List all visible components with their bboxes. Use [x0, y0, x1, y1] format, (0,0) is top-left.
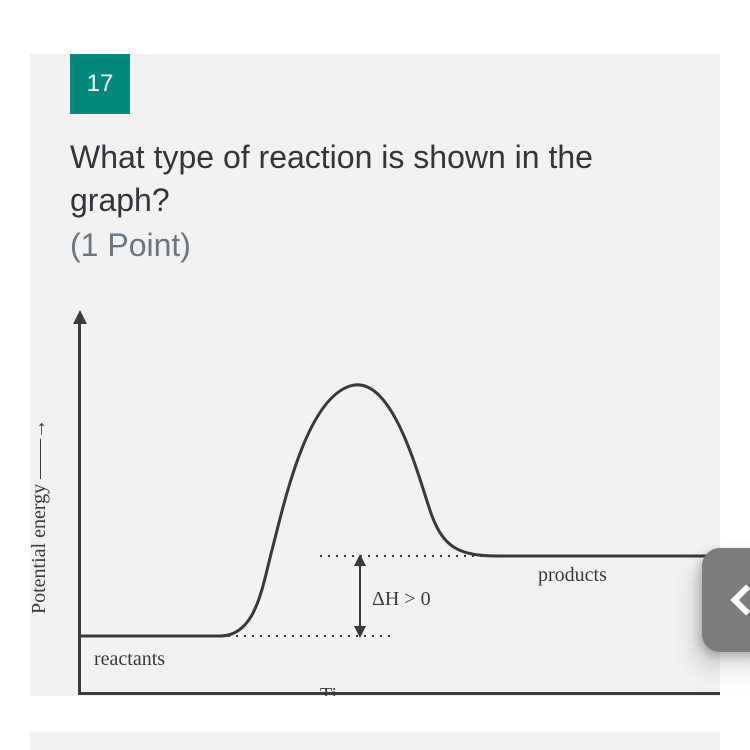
nav-back-button[interactable] [702, 548, 750, 652]
question-card: 17 What type of reaction is shown in the… [30, 54, 720, 696]
diagram-svg [30, 306, 720, 696]
question-text: What type of reaction is shown in the gr… [70, 139, 593, 218]
question-text-block: What type of reaction is shown in the gr… [70, 136, 690, 268]
question-number: 17 [87, 70, 114, 98]
dh-arrow-up [354, 554, 366, 566]
energy-diagram: Potential energy ——→ reactants products … [30, 306, 720, 696]
question-points: (1 Point) [70, 224, 690, 267]
chevron-left-icon [730, 584, 750, 615]
delta-h-label: ΔH > 0 [372, 588, 431, 611]
products-label: products [538, 564, 607, 587]
question-number-badge: 17 [70, 54, 130, 114]
next-card-peek [30, 732, 720, 750]
x-axis-label-partial: Ti [320, 684, 337, 696]
reactants-label: reactants [94, 648, 165, 671]
